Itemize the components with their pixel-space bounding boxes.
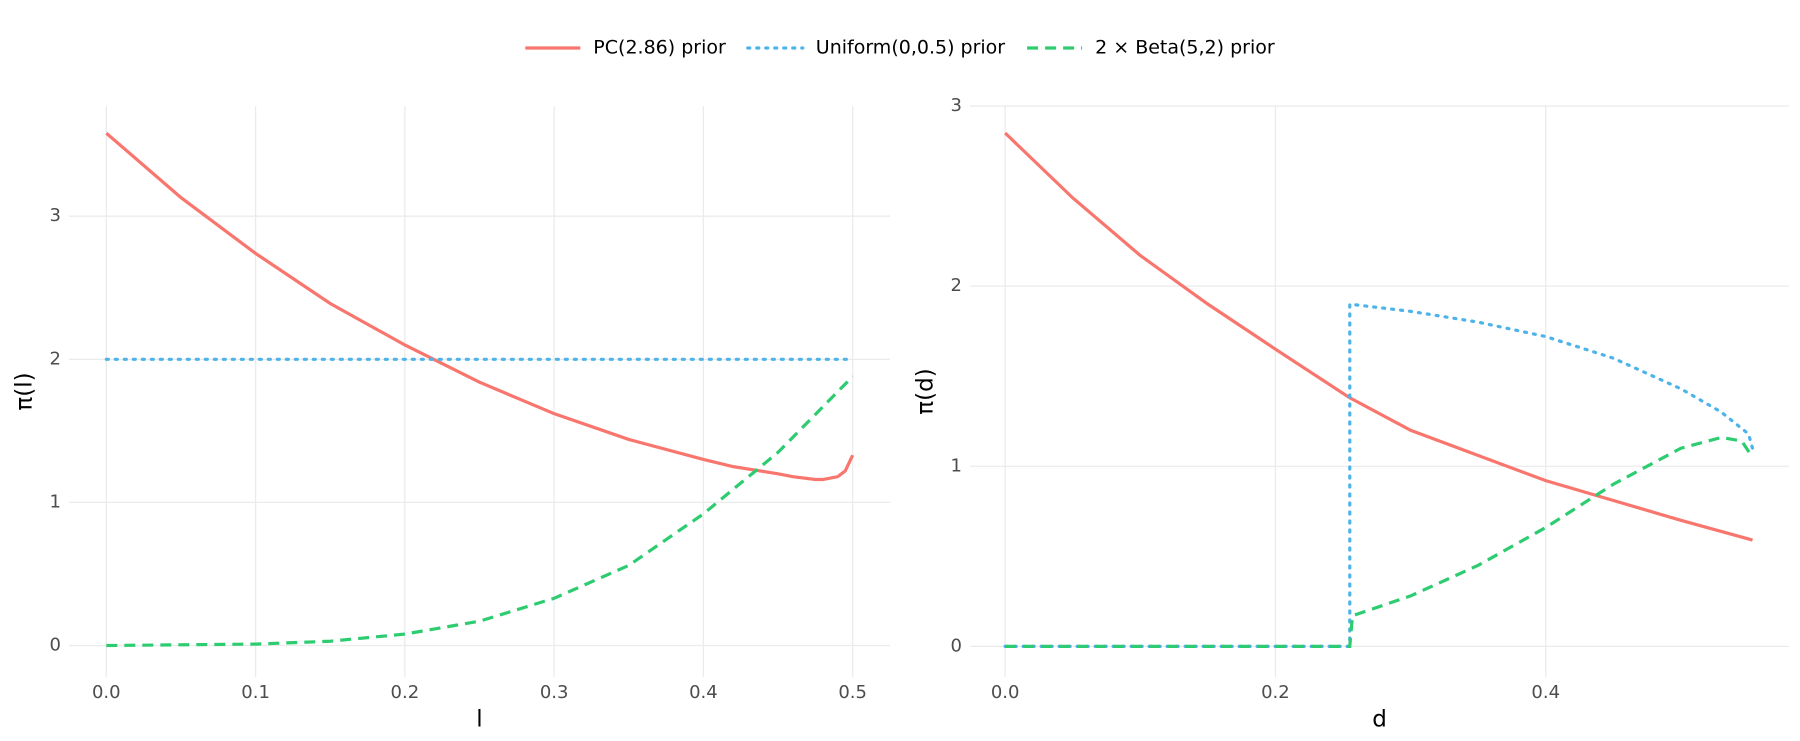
y-tick-label: 0 xyxy=(50,635,61,656)
y-axis-title: π(d) xyxy=(913,368,939,414)
legend: PC(2.86) prior Uniform(0,0.5) prior 2 × Be… xyxy=(525,37,1275,59)
x-axis-title: l xyxy=(476,707,482,733)
y-tick-label: 0 xyxy=(951,635,962,656)
x-tick-label: 0.0 xyxy=(991,682,1020,703)
y-tick-label: 3 xyxy=(50,205,61,226)
x-tick-label: 0.2 xyxy=(1261,682,1290,703)
legend-label: Uniform(0,0.5) prior xyxy=(816,37,1006,59)
x-tick-label: 0.4 xyxy=(1531,682,1560,703)
x-tick-label: 0.0 xyxy=(92,682,121,703)
series-line xyxy=(106,375,854,648)
y-tick-label: 2 xyxy=(50,348,61,369)
series-line xyxy=(105,131,855,482)
y-tick-label: 3 xyxy=(951,95,962,116)
x-axis-title: d xyxy=(1372,707,1387,733)
legend-label: PC(2.86) prior xyxy=(593,37,726,59)
y-tick-label: 1 xyxy=(951,455,962,476)
y-tick-label: 1 xyxy=(50,491,61,512)
x-tick-label: 0.3 xyxy=(540,682,569,703)
y-tick-label: 2 xyxy=(951,275,962,296)
x-tick-label: 0.4 xyxy=(689,682,718,703)
series-line xyxy=(1005,435,1754,648)
x-tick-label: 0.2 xyxy=(391,682,420,703)
x-tick-label: 0.1 xyxy=(241,682,270,703)
y-axis-title: π(l) xyxy=(12,372,38,410)
series-line xyxy=(1004,131,1753,542)
legend-label: 2 × Beta(5,2) prior xyxy=(1095,37,1275,59)
x-tick-label: 0.5 xyxy=(838,682,867,703)
series-line xyxy=(1003,302,1755,648)
